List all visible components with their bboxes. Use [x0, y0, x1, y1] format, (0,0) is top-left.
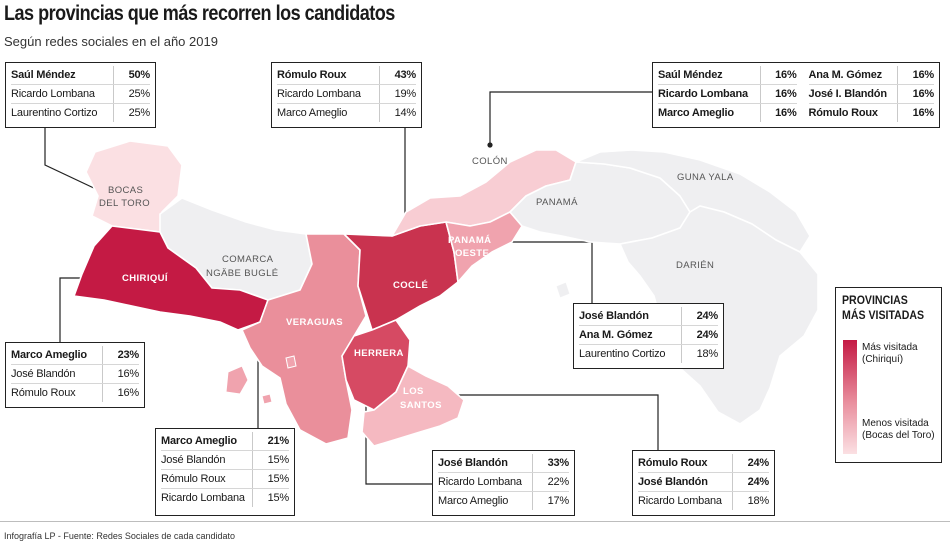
box-bocas-del-toro: Saúl Méndez 50% Ricardo Lombana 25% Lauren…: [5, 62, 156, 128]
footer-divider: [0, 521, 950, 522]
table-row: Marco Ameglio 16% Rómulo Roux 16%: [658, 103, 934, 122]
table-row: Ricardo Lombana 19%: [277, 84, 416, 104]
label-herrera: HERRERA: [354, 348, 404, 359]
table-row: Marco Ameglio 14%: [277, 103, 416, 122]
label-darien: DARIÉN: [676, 260, 714, 271]
table-row: Ricardo Lombana 18%: [638, 491, 769, 510]
table-row: Ricardo Lombana 16% José I. Blandón 16%: [658, 84, 934, 104]
table-row: Rómulo Roux 43%: [277, 66, 416, 85]
label-comarca-1: COMARCA: [222, 254, 274, 265]
province-chiriqui: [73, 225, 269, 331]
label-panama-oeste-1: PANAMÁ: [448, 235, 491, 246]
legend-most-visited: Más visitada (Chiriquí): [862, 342, 918, 365]
table-row: José Blandón 16%: [11, 364, 139, 384]
label-los-santos-2: SANTOS: [400, 400, 442, 411]
box-cocle: Rómulo Roux 43% Ricardo Lombana 19% Marco …: [271, 62, 422, 128]
table-row: Rómulo Roux 16%: [11, 383, 139, 402]
island-small-1: [285, 355, 297, 369]
table-row: José Blandón 33%: [438, 454, 569, 473]
leader-bocas: [44, 128, 99, 191]
table-row: Saúl Méndez 50%: [11, 66, 150, 85]
table-row: Ana M. Gómez 24%: [579, 325, 718, 345]
box-colon: Saúl Méndez 16% Ana M. Gómez 16% Ricardo Lo…: [652, 62, 940, 128]
label-chiriqui: CHIRIQUÍ: [122, 273, 168, 284]
island-pearl: [555, 281, 571, 299]
label-guna-yala: GUNA YALA: [677, 172, 734, 183]
table-row: Marco Ameglio 17%: [438, 491, 569, 510]
label-colon: COLÓN: [472, 156, 508, 167]
table-row: Marco Ameglio 21%: [161, 432, 289, 451]
table-row: Ricardo Lombana 25%: [11, 84, 150, 104]
label-los-santos-1: LOS: [403, 386, 424, 397]
leader-panama-oeste: [490, 241, 593, 303]
box-panama-oeste: José Blandón 24% Ana M. Gómez 24% Laurenti…: [573, 303, 724, 369]
table-row: Rómulo Roux 24%: [638, 454, 769, 473]
footer-credit: Infografía LP - Fuente: Redes Sociales d…: [4, 531, 235, 541]
box-los-santos: Rómulo Roux 24% José Blandón 24% Ricardo L…: [632, 450, 775, 516]
island-small-2: [261, 393, 273, 405]
label-bocas-1: BOCAS: [108, 185, 143, 196]
table-row: Ricardo Lombana 15%: [161, 488, 289, 507]
table-row: Laurentino Cortizo 18%: [579, 344, 718, 363]
island-coiba: [225, 365, 249, 395]
label-panama: PANAMÁ: [536, 197, 578, 208]
page-subtitle: Según redes sociales en el año 2019: [4, 34, 218, 49]
legend-gradient-bar: [843, 340, 857, 454]
table-row: Rómulo Roux 15%: [161, 469, 289, 489]
leader-los-santos: [445, 394, 659, 452]
table-row: Saúl Méndez 16% Ana M. Gómez 16%: [658, 66, 934, 85]
box-veraguas: Marco Ameglio 21% José Blandón 15% Rómulo …: [155, 428, 295, 516]
legend: PROVINCIAS MÁS VISITADAS Más visitada (C…: [835, 287, 942, 463]
label-panama-oeste-2: OESTE: [455, 248, 489, 259]
page-title: Las provincias que más recorren los cand…: [4, 2, 395, 25]
label-veraguas: VERAGUAS: [286, 317, 343, 328]
box-herrera: José Blandón 33% Ricardo Lombana 22% Marco…: [432, 450, 575, 516]
label-cocle: COCLÉ: [393, 280, 428, 291]
table-row: José Blandón 15%: [161, 450, 289, 470]
table-row: José Blandón 24%: [579, 307, 718, 326]
table-row: Marco Ameglio 23%: [11, 346, 139, 365]
province-los-santos: [361, 365, 465, 447]
legend-least-visited: Menos visitada (Bocas del Toro): [862, 418, 935, 441]
table-row: Ricardo Lombana 22%: [438, 472, 569, 492]
box-chiriqui: Marco Ameglio 23% José Blandón 16% Rómulo …: [5, 342, 145, 408]
table-row: José Blandón 24%: [638, 472, 769, 492]
label-bocas-2: DEL TORO: [99, 198, 150, 209]
legend-title: PROVINCIAS MÁS VISITADAS: [842, 295, 925, 322]
leader-colon: [489, 91, 652, 145]
province-panama-oeste: [445, 211, 523, 283]
label-comarca-2: NGÄBE BUGLÉ: [206, 268, 279, 279]
table-row: Laurentino Cortizo 25%: [11, 103, 150, 122]
